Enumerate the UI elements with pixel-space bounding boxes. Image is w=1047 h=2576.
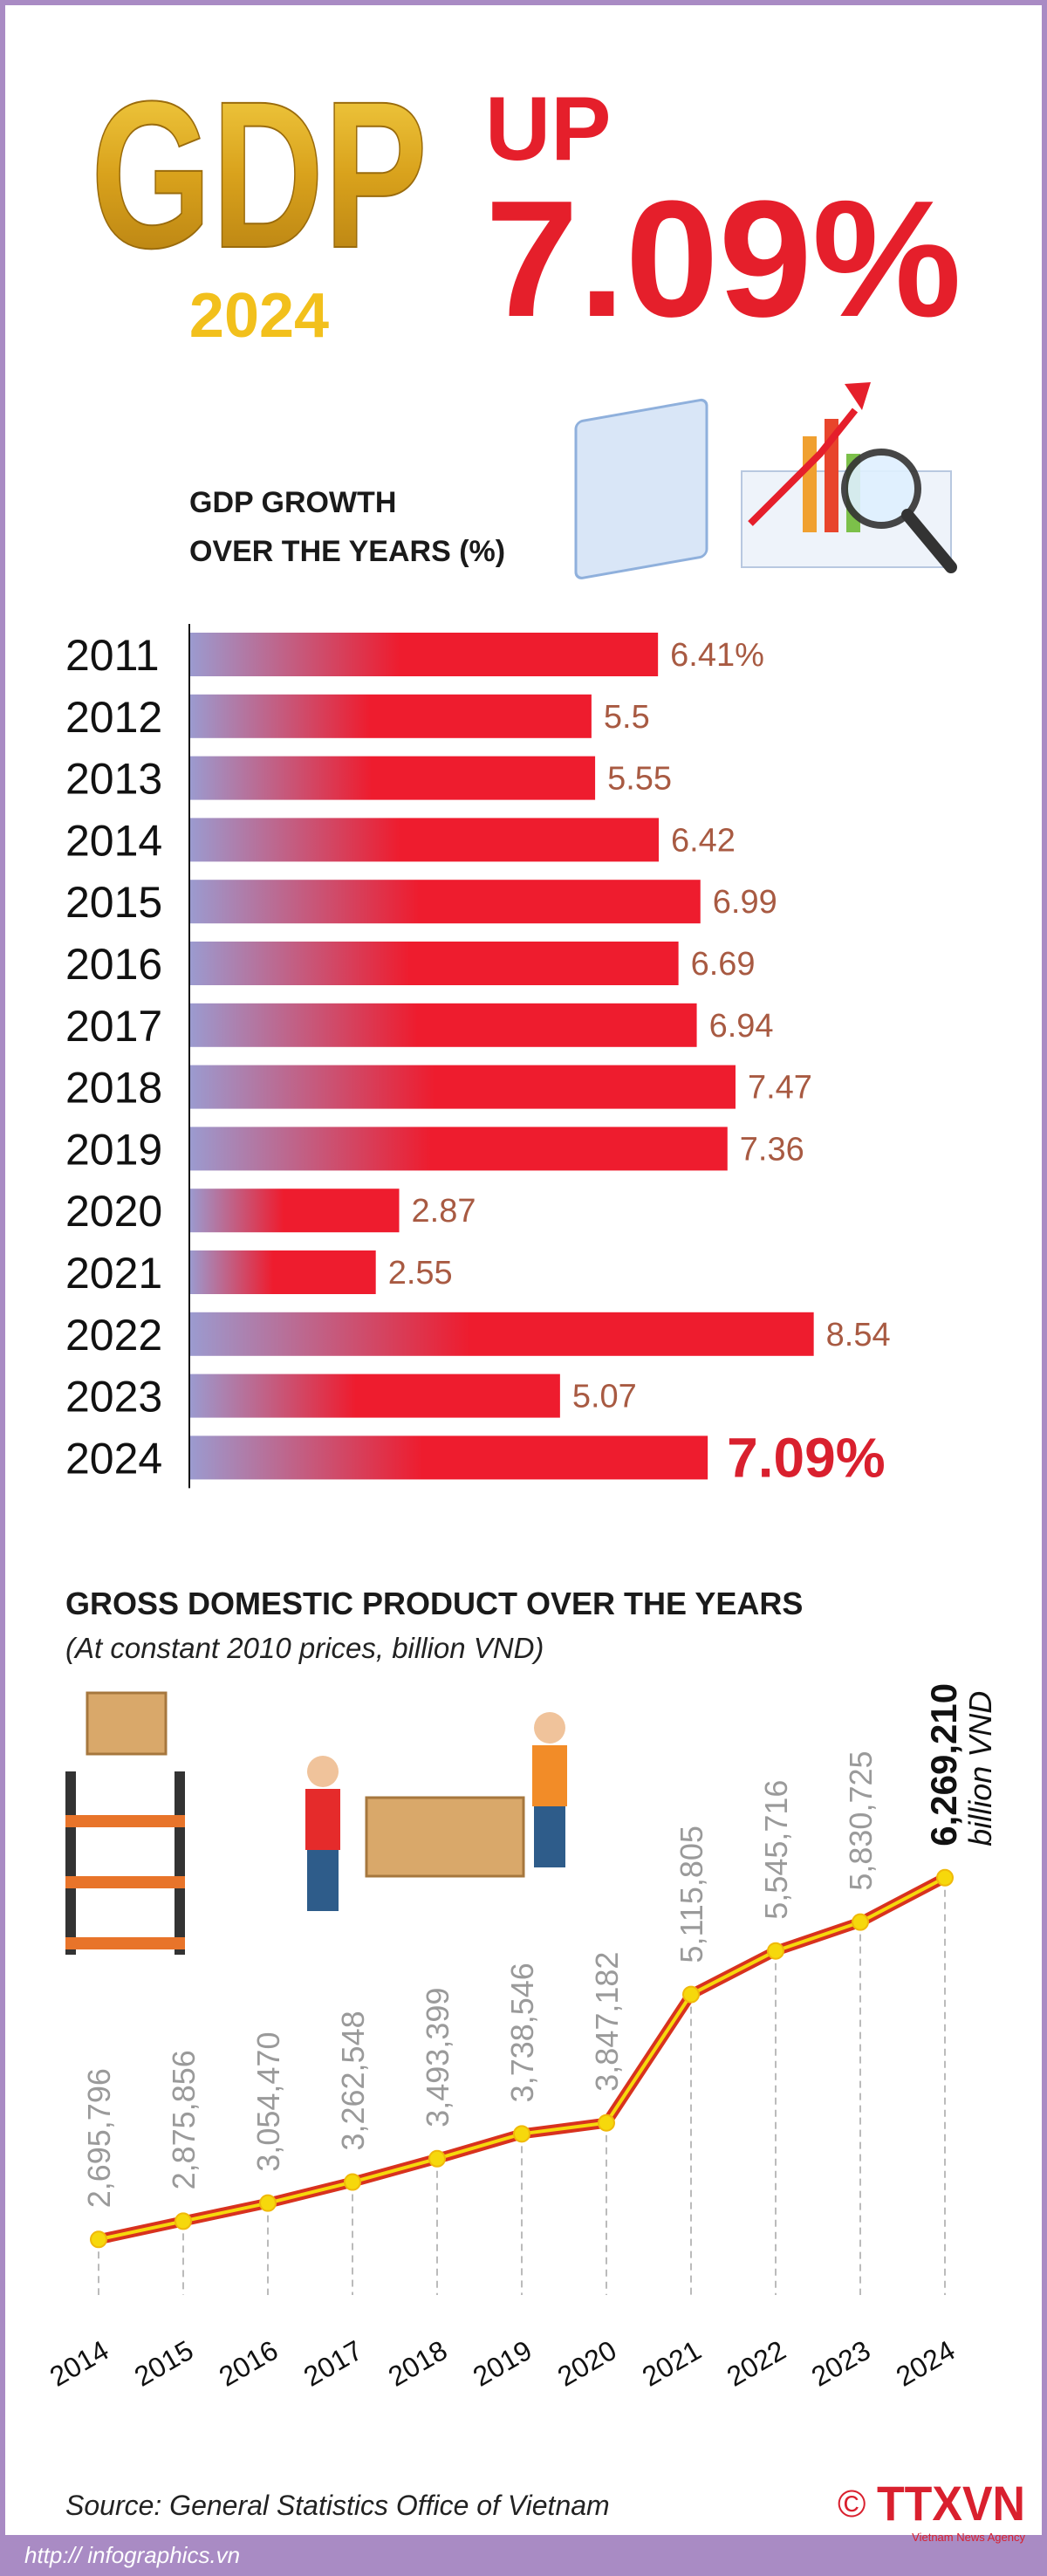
y-tick-label: 2015 <box>65 878 162 927</box>
value-label: 5,115,805 <box>674 1826 709 1963</box>
value-label: 5.07 <box>572 1379 637 1415</box>
point <box>174 2212 192 2230</box>
x-tick-label: 2018 <box>383 2334 453 2393</box>
point <box>428 2149 446 2168</box>
bar <box>189 694 592 738</box>
x-tick-label: 2023 <box>806 2334 876 2393</box>
point <box>936 1868 954 1887</box>
headline-prefix: UP <box>485 79 611 180</box>
y-tick-label: 2017 <box>65 1002 162 1051</box>
x-tick-label: 2024 <box>891 2334 961 2393</box>
x-tick-label: 2022 <box>722 2334 791 2393</box>
bar <box>189 880 701 924</box>
value-label: 3,738,546 <box>504 1963 540 2102</box>
value-label: 8.54 <box>826 1317 891 1353</box>
bar <box>189 1003 697 1047</box>
illustration <box>574 382 957 579</box>
x-tick-label: 2016 <box>214 2334 284 2393</box>
point <box>767 1942 784 1960</box>
value-label: 6.94 <box>709 1008 774 1045</box>
value-label: 7.09% <box>727 1426 885 1489</box>
value-label: 3,847,182 <box>589 1952 625 2092</box>
value-label: 3,262,548 <box>335 2011 371 2150</box>
y-tick-label: 2012 <box>65 693 162 742</box>
logo: TTXVN <box>877 2476 1025 2531</box>
chart-title: OVER THE YEARS (%) <box>189 535 505 568</box>
point <box>90 2230 107 2249</box>
y-tick-label: 2014 <box>65 816 162 865</box>
agency: Vietnam News Agency <box>912 2531 1025 2544</box>
chart-subtitle: (At constant 2010 prices, billion VND) <box>65 1632 544 1664</box>
copyright: © <box>838 2483 866 2525</box>
y-tick-label: 2016 <box>65 940 162 989</box>
illustration <box>65 1691 567 1955</box>
bar <box>189 1065 736 1109</box>
value-label: 5.5 <box>604 699 650 736</box>
value-label: 3,493,399 <box>420 1988 455 2127</box>
y-tick-label: 2023 <box>65 1373 162 1422</box>
value-label: 3,054,470 <box>250 2032 286 2172</box>
y-tick-label: 2019 <box>65 1125 162 1174</box>
value-label: 5,830,725 <box>843 1750 879 1890</box>
y-tick-label: 2011 <box>65 631 160 680</box>
value-label: 2,695,796 <box>81 2068 117 2208</box>
point <box>259 2194 277 2212</box>
header-year: 2024 <box>189 281 329 351</box>
bar <box>189 818 659 862</box>
value-label: 2.55 <box>388 1255 453 1291</box>
x-tick-label: 2020 <box>552 2334 622 2393</box>
bar <box>189 1189 400 1233</box>
point <box>344 2173 361 2191</box>
value-label: 5.55 <box>607 761 672 798</box>
y-tick-label: 2021 <box>65 1249 162 1298</box>
value-label: 6.69 <box>691 946 756 983</box>
x-tick-label: 2019 <box>468 2334 537 2393</box>
x-tick-label: 2017 <box>298 2334 368 2393</box>
url: http:// infographics.vn <box>24 2542 240 2568</box>
y-tick-label: 2020 <box>65 1187 162 1236</box>
y-tick-label: 2022 <box>65 1311 162 1360</box>
point <box>682 1985 700 2004</box>
value-label: 6,269,210 <box>923 1683 964 1846</box>
y-tick-label: 2024 <box>65 1434 162 1483</box>
value-label: 2,875,856 <box>166 2050 202 2189</box>
x-tick-label: 2021 <box>637 2334 707 2393</box>
chart-title: GROSS DOMESTIC PRODUCT OVER THE YEARS <box>65 1586 803 1621</box>
y-tick-label: 2013 <box>65 755 162 804</box>
bar <box>189 1435 708 1480</box>
value-label: 6.99 <box>713 884 777 921</box>
bar <box>189 756 596 800</box>
value-label: 2.87 <box>412 1193 476 1230</box>
point <box>852 1913 869 1931</box>
source: Source: General Statistics Office of Vie… <box>65 2490 610 2521</box>
bar <box>189 633 659 676</box>
value-label: 5,545,716 <box>758 1780 794 1920</box>
chart-title: GDP GROWTH <box>189 486 396 519</box>
point <box>598 2114 615 2132</box>
value-label: 7.36 <box>740 1131 804 1168</box>
value-label: 7.47 <box>748 1070 812 1106</box>
value-label: 6.42 <box>671 822 736 859</box>
x-tick-label: 2015 <box>129 2334 199 2393</box>
footer-strip <box>0 2535 1047 2576</box>
point <box>513 2125 530 2143</box>
bar <box>189 942 679 985</box>
y-tick-label: 2018 <box>65 1064 162 1113</box>
x-tick-label: 2014 <box>44 2334 114 2393</box>
bar <box>189 1127 728 1171</box>
bar <box>189 1312 814 1356</box>
unit-label: billion VND <box>962 1691 998 1846</box>
bar <box>189 1374 560 1418</box>
header-title: GDP <box>91 58 428 291</box>
headline-value: 7.09% <box>485 167 961 352</box>
value-label: 6.41% <box>670 637 764 674</box>
bar <box>189 1250 376 1294</box>
